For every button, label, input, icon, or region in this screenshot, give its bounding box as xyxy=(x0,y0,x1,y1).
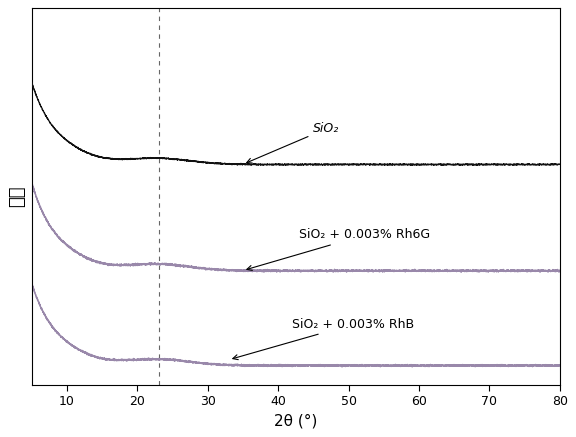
Y-axis label: 强度: 强度 xyxy=(8,186,26,207)
X-axis label: 2θ (°): 2θ (°) xyxy=(274,414,317,429)
Text: SiO₂ + 0.003% Rh6G: SiO₂ + 0.003% Rh6G xyxy=(247,229,430,271)
Text: SiO₂: SiO₂ xyxy=(247,122,340,163)
Text: SiO₂ + 0.003% RhB: SiO₂ + 0.003% RhB xyxy=(233,318,414,360)
